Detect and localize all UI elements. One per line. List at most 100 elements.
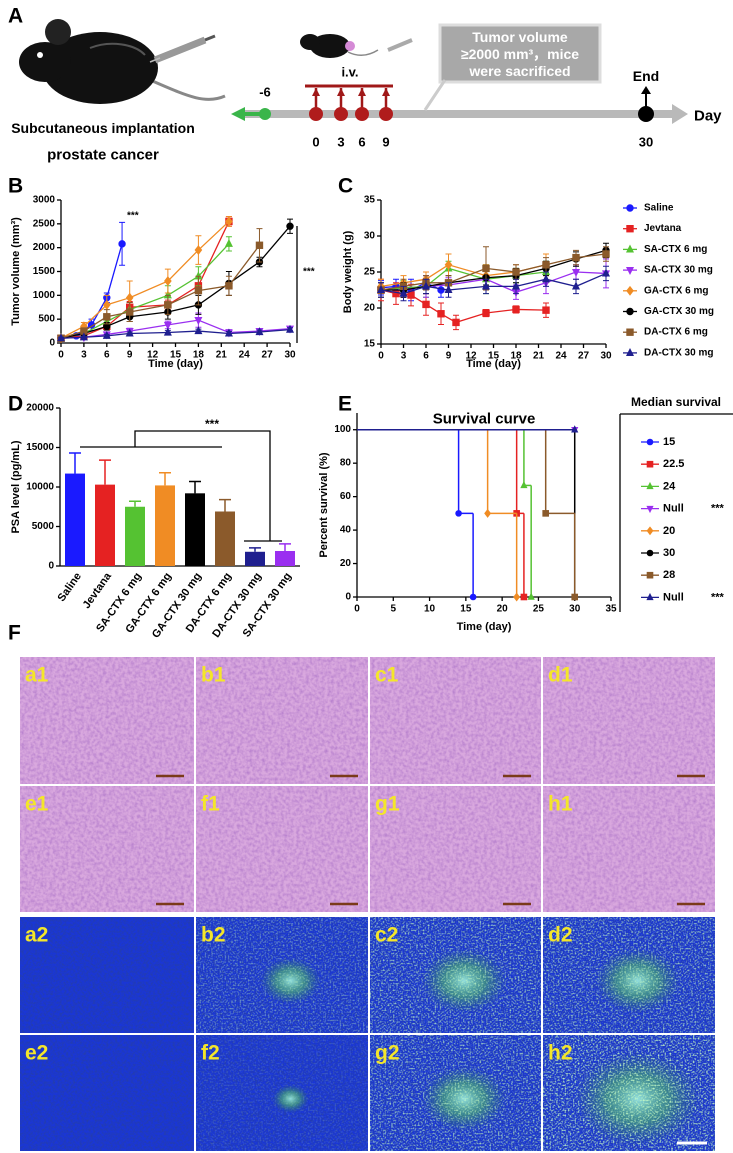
marker <box>225 216 233 227</box>
tile-label: d1 <box>548 664 573 687</box>
marker <box>194 326 203 335</box>
error-bar <box>99 459 111 485</box>
marker <box>646 571 654 579</box>
y-tick-label: 10000 <box>26 482 54 493</box>
marker <box>399 288 408 297</box>
marker <box>511 281 521 290</box>
x-axis-label: Time (day) <box>457 621 512 633</box>
marker <box>225 282 233 290</box>
marker <box>626 285 634 296</box>
marker <box>224 238 233 247</box>
tile-texture <box>543 657 715 784</box>
median-label: 22.5 <box>663 458 684 470</box>
timeline-dot <box>355 107 369 121</box>
marker <box>520 480 528 489</box>
x-tick-label: 25 <box>533 604 545 615</box>
marker <box>194 286 203 295</box>
tile-texture <box>370 786 541 912</box>
stain-speckle <box>370 1035 541 1151</box>
stain-speckle <box>370 917 541 1033</box>
marker <box>163 327 172 336</box>
annotation: *** <box>127 211 139 222</box>
tile-label: b1 <box>201 664 226 687</box>
micrograph <box>370 786 541 912</box>
day-label: 0 <box>312 135 319 150</box>
legend-label: GA-CTX 6 mg <box>644 285 708 296</box>
x-tick-label: 0 <box>58 350 64 361</box>
marker <box>513 592 521 602</box>
tile-texture <box>20 786 194 912</box>
x-axis-label: Time (day) <box>148 358 203 370</box>
x-tick-label: 27 <box>262 350 274 361</box>
y-tick-label: 25 <box>364 267 376 278</box>
marker <box>452 318 460 327</box>
marker <box>572 253 580 262</box>
marker <box>484 508 492 518</box>
tile-texture <box>20 917 194 1033</box>
y-tick-label: 40 <box>340 525 352 536</box>
marker <box>79 332 88 341</box>
x-tick-label: 15 <box>488 351 500 362</box>
legend-label: Saline <box>644 203 674 214</box>
tile-label: c2 <box>375 924 398 947</box>
micrograph <box>20 1035 194 1151</box>
marker <box>541 274 551 283</box>
x-tick-label: 24 <box>239 350 251 361</box>
median-label: 20 <box>663 525 675 537</box>
marker <box>481 281 491 290</box>
series-line <box>60 220 230 339</box>
marker <box>512 305 520 314</box>
micrograph <box>370 657 541 784</box>
micrograph <box>370 1035 541 1151</box>
x-tick-label: 18 <box>510 351 522 362</box>
marker <box>125 328 134 337</box>
marker <box>286 222 294 230</box>
note-text: ≥2000 mm³，mice <box>461 46 579 62</box>
panel-letter: F <box>8 622 21 645</box>
x-tick-label: 3 <box>401 351 407 362</box>
x-tick-label: 15 <box>170 350 182 361</box>
marker <box>646 460 654 468</box>
marker <box>646 438 654 446</box>
micrograph <box>543 786 715 912</box>
marker <box>126 308 134 316</box>
marker <box>102 299 111 310</box>
end-label: End <box>633 68 659 84</box>
bar <box>125 506 145 566</box>
micrograph <box>196 657 368 784</box>
micrograph <box>196 917 368 1033</box>
y-tick-label: 2500 <box>33 218 56 229</box>
day-label: 6 <box>358 135 365 150</box>
y-tick-label: 20000 <box>26 403 54 414</box>
marker <box>469 593 477 601</box>
tile-texture <box>20 1035 194 1151</box>
note-text: were sacrificed <box>468 63 570 79</box>
marker <box>437 286 445 294</box>
stain-speckle <box>543 1035 715 1151</box>
timeline-label: Day <box>694 108 722 125</box>
y-tick-label: 5000 <box>32 521 55 532</box>
caption: prostate cancer <box>47 147 159 164</box>
x-tick-label: 24 <box>555 351 567 362</box>
marker <box>255 241 264 249</box>
series-line <box>60 221 230 339</box>
marker <box>527 592 535 600</box>
annotation: *** <box>205 417 219 431</box>
micrograph <box>196 1035 368 1151</box>
y-axis-label: PSA level (pg/mL) <box>10 440 22 533</box>
day-label: -6 <box>259 85 271 100</box>
bar <box>95 484 115 566</box>
series-line <box>380 253 607 291</box>
legend-label: Jevtana <box>644 223 682 234</box>
median-label: Null <box>663 503 684 515</box>
y-axis-label: Body weight (g) <box>342 230 354 313</box>
note-box <box>438 23 602 84</box>
marker <box>625 267 635 276</box>
tile-texture <box>20 657 194 784</box>
marker <box>194 317 203 326</box>
tile-label: b2 <box>201 924 226 947</box>
panel-letter: D <box>8 393 23 416</box>
y-tick-label: 1500 <box>33 266 56 277</box>
y-tick-label: 30 <box>364 231 376 242</box>
tile-label: g2 <box>375 1042 400 1065</box>
